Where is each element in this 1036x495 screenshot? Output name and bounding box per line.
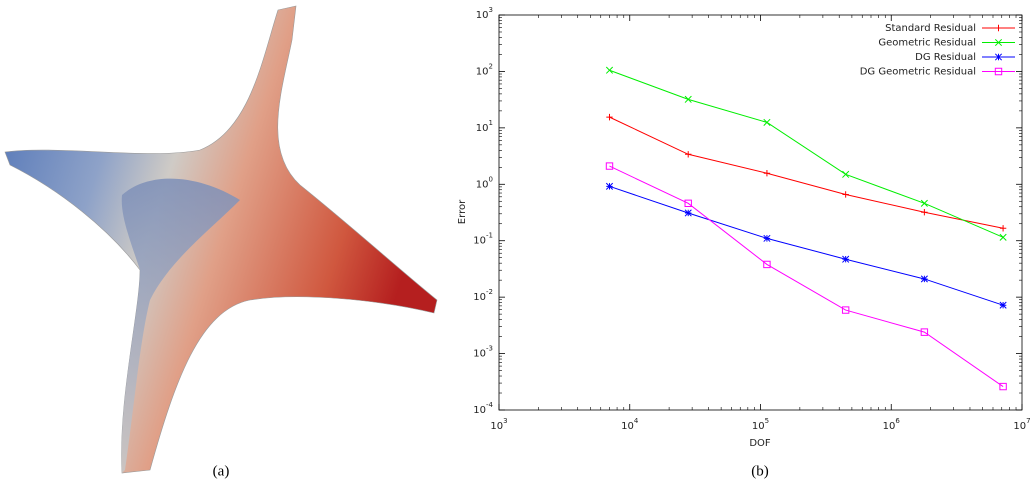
series-line [609,69,1004,238]
tick-label: 105 [752,417,769,432]
marker [994,38,1003,47]
tick-label: 103 [490,417,507,432]
legend-label: DG Geometric Residual [860,67,976,78]
marker [684,199,692,208]
series-line [609,116,1004,229]
marker [763,170,771,177]
tick-label: 104 [621,417,639,432]
y-axis-label: Error [457,199,468,224]
tick-label: 103 [476,6,493,21]
tick-label: 101 [476,119,493,134]
tick-label: 106 [883,417,901,432]
marker [994,53,1003,61]
marker [684,95,692,103]
series-line [609,185,1004,306]
marker [842,255,850,263]
x-axis-label: DOF [749,438,771,449]
marker [842,191,849,198]
star-rendering [4,5,438,474]
marker [763,234,771,242]
marker [999,225,1007,232]
marker [842,170,850,178]
tick-label: 10-4 [473,401,493,416]
legend-label: Geometric Residual [878,38,976,49]
tick-label: 100 [476,175,493,190]
marker [763,260,771,269]
tick-label: 10-1 [473,232,493,247]
marker [995,24,1002,32]
marker [605,162,614,170]
legend-label: DG Residual [915,52,976,63]
marker [920,275,928,283]
star-surface [4,5,438,474]
tick-label: 107 [1013,417,1030,432]
marker [841,306,850,314]
tick-label: 10-2 [473,288,493,303]
marker [999,382,1007,391]
star-lower-arm [121,178,240,474]
marker [685,151,692,158]
marker [606,113,613,121]
caption: (b) [751,463,769,479]
marker [921,209,928,216]
marker [999,233,1007,241]
marker [605,182,614,190]
marker [999,301,1007,309]
marker [920,199,928,207]
marker [605,66,614,74]
marker [920,328,929,336]
legend-label: Standard Residual [885,23,976,34]
marker [994,67,1003,76]
tick-label: 102 [476,62,493,77]
marker [763,118,771,126]
marker [684,209,692,217]
caption: (a) [213,463,230,479]
tick-label: 10-3 [473,345,493,360]
series-line [609,165,1004,387]
